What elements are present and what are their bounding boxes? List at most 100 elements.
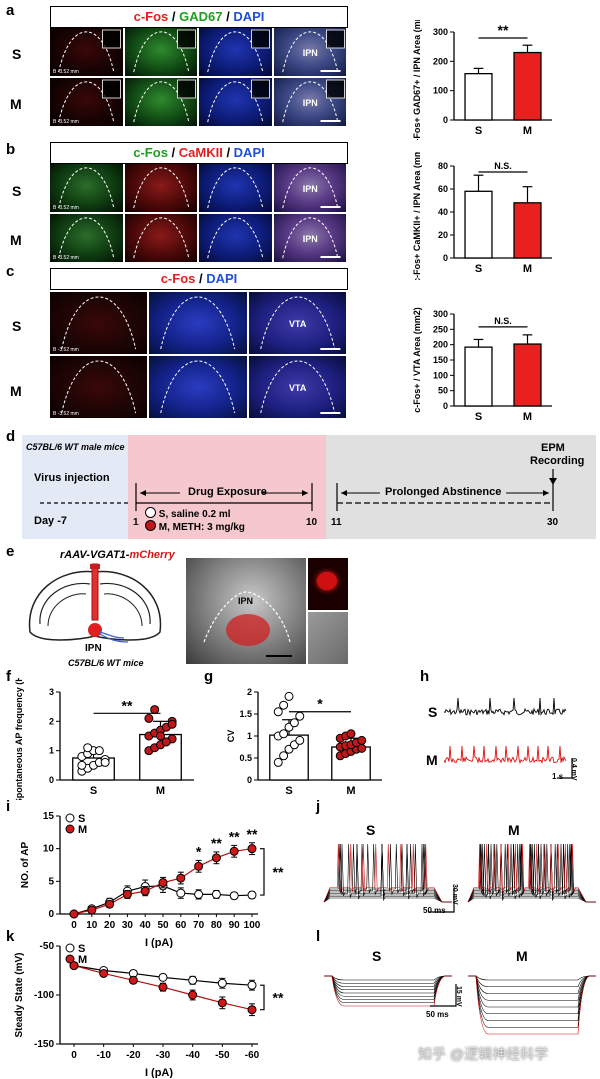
- ap-trace: [467, 843, 596, 903]
- micrograph-outline: [132, 217, 189, 259]
- y-axis-label: CV: [226, 730, 236, 743]
- panel-letter-l: l: [316, 928, 321, 945]
- panel-letter-c: c: [6, 263, 15, 280]
- micrograph-tile: [149, 356, 247, 418]
- brain-schematic: [28, 563, 162, 643]
- hyperpolarization-trace: [324, 975, 452, 987]
- x-tick-label: -20: [126, 1050, 141, 1061]
- panel-a-bar-chart: 0 100 200 300 S M ** c-Fos+ GAD67+ / IPN Area (…: [412, 20, 552, 140]
- micrograph-tile: VTA: [248, 356, 346, 418]
- region-outline: [207, 31, 264, 73]
- point-S: [176, 888, 186, 898]
- point-M: [217, 998, 227, 1008]
- x-tick-label: S: [475, 411, 482, 423]
- micrograph-outline: [61, 360, 137, 414]
- epm-label: EPM: [541, 442, 565, 454]
- x-tick-label: 0: [71, 920, 77, 931]
- region-outline: [281, 31, 338, 73]
- x-axis-label: I (pA): [145, 1067, 173, 1078]
- scale-bar: [428, 888, 455, 913]
- y-tick-label: 0: [247, 775, 252, 785]
- legend-marker-M: [65, 824, 75, 834]
- bar-S: [464, 190, 493, 259]
- point-S: [188, 975, 198, 985]
- ap-trace: [467, 843, 596, 903]
- y-tick-label: -100: [34, 990, 54, 1001]
- micrograph-outline: [160, 360, 236, 414]
- panel-letter-a: a: [6, 2, 15, 19]
- row-label-s: S: [12, 183, 22, 199]
- y-axis-label: c-Fos+ GAD67+ / IPN Area (mm2): [412, 20, 422, 140]
- region-label: IPN: [302, 98, 317, 108]
- panel-letter-f: f: [6, 668, 11, 685]
- schematic-strain-label: C57BL/6 WT mice: [68, 658, 144, 668]
- trace-l-label-m: M: [516, 948, 528, 964]
- micrograph-outline: [61, 296, 137, 350]
- row-label-m: M: [10, 383, 22, 399]
- inset-box: [102, 29, 121, 49]
- y-tick-label: 3: [49, 687, 54, 697]
- region-outline: [58, 31, 115, 73]
- hyperpolarization-trace: [468, 975, 596, 1008]
- micrograph-outline: [132, 167, 189, 209]
- trace-j-label-m: M: [508, 822, 520, 838]
- significance-point: **: [211, 835, 222, 851]
- y-tick-label: 250: [433, 324, 448, 334]
- day-10: 10: [306, 517, 318, 528]
- x-axis-label: I (pA): [145, 937, 173, 948]
- x-tick-label: 50: [157, 920, 169, 931]
- x-tick-label: 40: [140, 920, 152, 931]
- day-1: 1: [133, 517, 139, 528]
- micrograph-outline: VTA: [259, 360, 340, 414]
- ap-trace: [323, 843, 452, 903]
- region-outline: [259, 296, 335, 350]
- point-M: [99, 968, 109, 978]
- significance-label: N.S.: [494, 161, 512, 171]
- x-tick-label: 60: [175, 920, 187, 931]
- point-M: [211, 853, 221, 863]
- data-point: [295, 735, 305, 745]
- y-tick-label: 0.5: [239, 753, 252, 763]
- panel-letter-j: j: [316, 798, 321, 815]
- bregma-label: B -3.52 mm: [53, 119, 79, 125]
- inset-box: [251, 29, 270, 49]
- hyperpolarization-trace: [468, 975, 596, 1015]
- ap-trace: [323, 897, 452, 903]
- data-point: [284, 691, 294, 701]
- panel-letter-k: k: [6, 928, 15, 945]
- panel-c-bar-chart: 0 50 100 150 200 250 300 S M N.S. c-Fos+ / VTA Are…: [412, 307, 552, 423]
- micrograph-outline: [207, 217, 264, 259]
- title-b-part-1: /: [167, 145, 179, 160]
- timeline-baseline-phase: [22, 435, 128, 539]
- micrograph-tile: B -3.52 mm: [50, 78, 123, 126]
- data-point: [161, 737, 171, 747]
- point-S: [194, 889, 204, 899]
- panel-k-line-chart: -50 -100 -150 0 -10 -20 -30 -40 -50 -60 I (pA) Stea…: [14, 941, 284, 1078]
- point-S: [247, 980, 257, 990]
- y-tick-label: 2: [49, 716, 54, 726]
- hyperpolarization-trace: [468, 975, 596, 988]
- legend-meth: M, METH: 3 mg/kg: [145, 520, 245, 533]
- region-outline: [61, 296, 137, 350]
- bregma-label: B -3.52 mm: [53, 255, 79, 261]
- bregma-label: B -3.52 mm: [53, 205, 79, 211]
- y-tick-label: 200: [433, 56, 448, 66]
- x-tick-label: -40: [185, 1050, 200, 1061]
- y-tick-label: 0: [443, 401, 448, 411]
- region-outline: [281, 167, 338, 209]
- y-tick-label: 0: [443, 253, 448, 263]
- ap-trace: [323, 843, 452, 903]
- point-S: [247, 890, 257, 900]
- y-tick-label: 2: [247, 687, 252, 697]
- micrograph-outline: IPN: [281, 79, 345, 123]
- point-S: [211, 889, 221, 899]
- y-tick-label: 300: [433, 309, 448, 319]
- point-M: [87, 905, 97, 915]
- title-c-part-2: DAPI: [206, 271, 238, 286]
- y-tick-label: 100: [433, 370, 448, 380]
- point-S: [158, 972, 168, 982]
- day-30: 30: [547, 517, 559, 528]
- row-label-m: M: [10, 232, 22, 248]
- y-tick-label: 1.5: [239, 709, 252, 719]
- region-outline: [207, 81, 264, 123]
